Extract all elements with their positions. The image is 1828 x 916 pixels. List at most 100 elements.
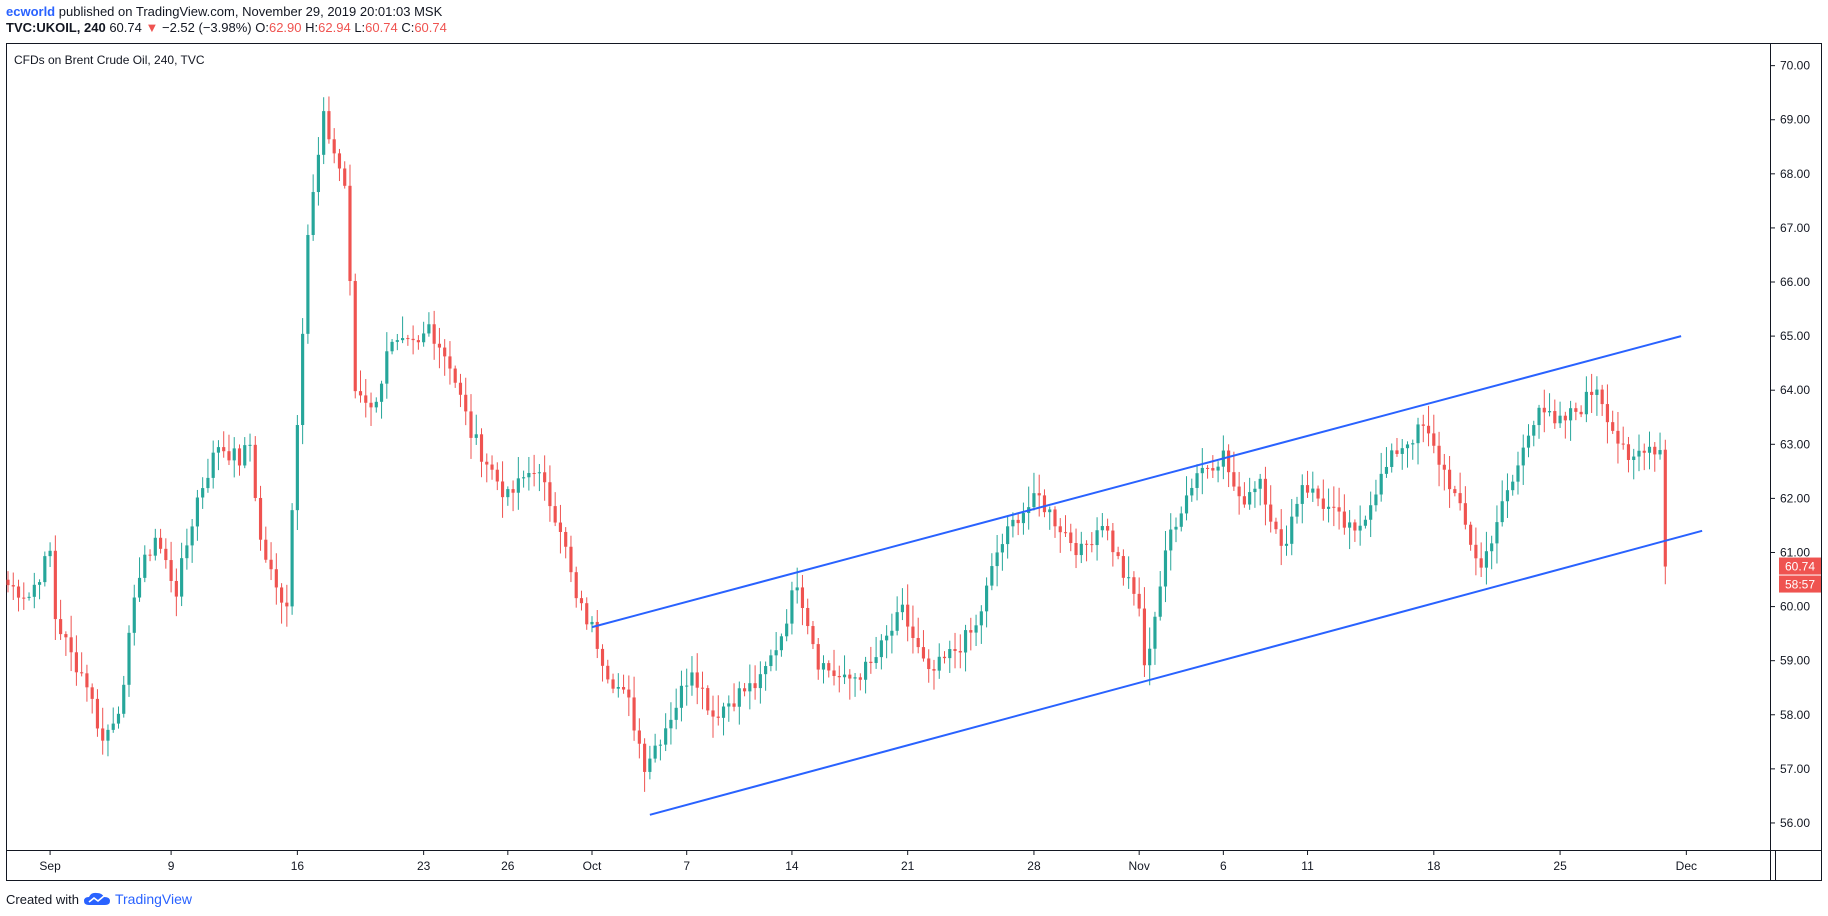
- candle-body: [1011, 519, 1015, 527]
- candle-body: [1637, 450, 1641, 457]
- candle-body: [1174, 526, 1178, 530]
- candle-body: [948, 649, 952, 659]
- candle-body: [132, 597, 136, 633]
- price-tick-label: 69.00: [1780, 113, 1810, 127]
- candle-body: [658, 744, 662, 746]
- candle-body: [632, 697, 636, 731]
- candle-body: [316, 154, 320, 193]
- candle-body: [1605, 404, 1610, 423]
- candle-body: [906, 604, 910, 627]
- candle-body: [143, 554, 147, 578]
- candle-body: [727, 703, 731, 707]
- candle-body: [1305, 485, 1310, 493]
- candle-body: [95, 698, 100, 729]
- candle-body: [43, 556, 47, 583]
- channel-lower-line[interactable]: [649, 529, 1703, 816]
- candle-body: [1169, 529, 1173, 551]
- candle-body: [1142, 608, 1147, 666]
- candle-body: [427, 324, 431, 334]
- open-value: 62.90: [268, 20, 302, 35]
- candle-body: [1090, 544, 1094, 546]
- time-tick-label: 9: [168, 859, 175, 873]
- candle-body: [1621, 443, 1625, 445]
- candle-body: [374, 401, 378, 408]
- candle-body: [353, 281, 357, 392]
- candle-body: [1069, 532, 1073, 544]
- candle-body: [1384, 466, 1389, 474]
- author-link[interactable]: ecworld: [6, 4, 56, 19]
- candle-body: [685, 685, 689, 687]
- candle-body: [174, 580, 178, 597]
- candle-body: [27, 596, 31, 598]
- price-tick-label: 58.00: [1780, 708, 1810, 722]
- candle-body: [1448, 469, 1452, 490]
- time-tick-label: Oct: [583, 859, 602, 873]
- candle-body: [990, 566, 994, 586]
- candle-body: [280, 587, 284, 603]
- candle-body: [885, 635, 889, 641]
- candle-body: [416, 340, 420, 343]
- candle-body: [1295, 503, 1299, 517]
- candle-body: [769, 655, 773, 667]
- high-label: H:: [305, 20, 319, 35]
- tradingview-brand[interactable]: TradingView: [114, 891, 193, 907]
- candle-body: [1653, 446, 1657, 455]
- price-tick-label: 57.00: [1780, 762, 1810, 776]
- symbol-label: TVC:UKOIL, 240: [6, 20, 106, 35]
- candle-body: [1342, 511, 1346, 528]
- close-value: 60.74: [414, 20, 447, 35]
- candle-body: [37, 582, 42, 585]
- candle-body: [122, 684, 126, 714]
- candle-body: [248, 444, 252, 446]
- candle-body: [511, 489, 515, 493]
- candle-body: [464, 394, 468, 412]
- channel-upper-line[interactable]: [591, 335, 1682, 629]
- last-price-marker: 60.74 58:57: [1779, 557, 1821, 593]
- time-tick-label: 28: [1027, 859, 1041, 873]
- candle-body: [201, 488, 205, 498]
- candle-body: [1532, 425, 1536, 436]
- open-label: O:: [255, 20, 269, 35]
- candle-body: [1584, 391, 1588, 415]
- candle-body: [1205, 467, 1210, 469]
- candle-body: [553, 506, 557, 523]
- candle-body: [1127, 577, 1131, 579]
- candle-body: [1595, 389, 1599, 395]
- candle-body: [337, 153, 342, 169]
- candle-body: [322, 111, 326, 155]
- candle-body: [290, 510, 294, 607]
- candle-body: [564, 531, 568, 547]
- candle-body: [390, 341, 394, 352]
- candle-body: [1395, 450, 1399, 454]
- candle-body: [1300, 485, 1304, 504]
- candle-body: [853, 677, 857, 679]
- candle-body: [1153, 616, 1157, 649]
- price-tick-label: 70.00: [1780, 59, 1810, 73]
- candle-body: [448, 356, 452, 369]
- candle-body: [1158, 586, 1162, 617]
- chart-frame: [6, 43, 1822, 881]
- candle-body: [406, 338, 410, 340]
- time-tick-label: 16: [291, 859, 305, 873]
- candle-body: [227, 451, 231, 461]
- candle-body: [516, 478, 520, 493]
- price-tick-label: 64.00: [1780, 383, 1810, 397]
- publish-line: ecworld published on TradingView.com, No…: [6, 4, 447, 20]
- candle-body: [869, 661, 873, 664]
- candle-body: [1416, 424, 1420, 444]
- last-price-box: [1779, 557, 1821, 575]
- candle-body: [474, 434, 478, 438]
- last-price-label: 60.74: [1785, 560, 1815, 574]
- candle-body: [1453, 489, 1457, 494]
- candle-body: [190, 526, 194, 546]
- candle-body: [764, 666, 768, 675]
- candle-body: [90, 687, 94, 699]
- candle-body: [958, 650, 962, 653]
- candle-body: [1511, 481, 1515, 491]
- candle-body: [443, 347, 447, 357]
- change-value: −2.52 (−3.98%): [161, 20, 252, 35]
- candle-body: [1547, 411, 1552, 413]
- candle-body: [306, 234, 310, 334]
- candle-body: [795, 587, 799, 591]
